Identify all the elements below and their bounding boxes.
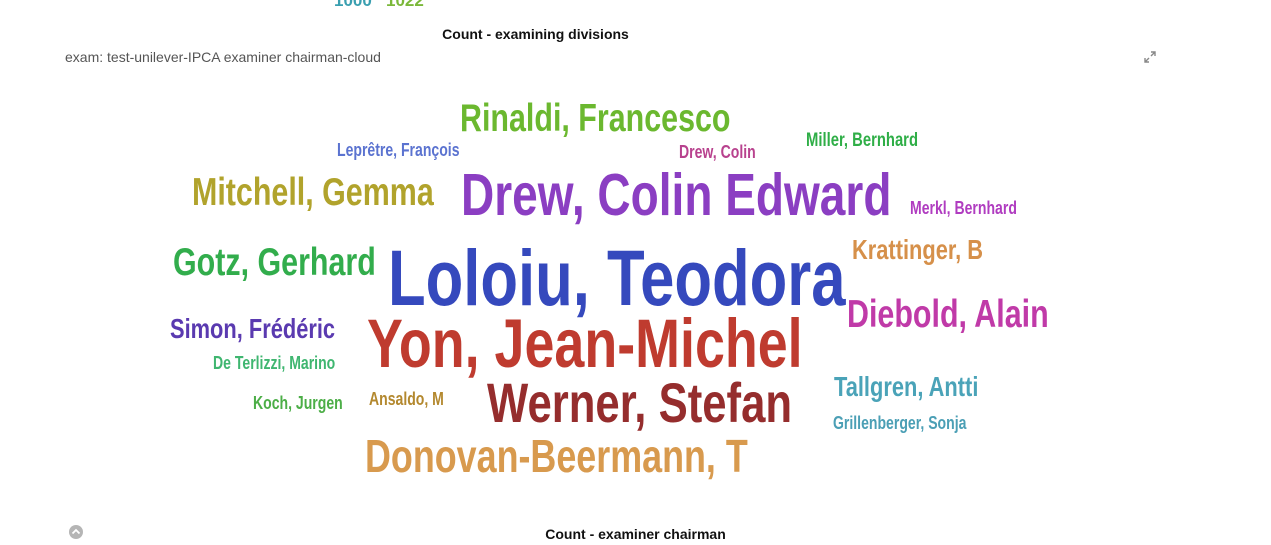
- cloud-word: De Terlizzi, Marino: [213, 353, 336, 373]
- cloud-word: Ansaldo, M: [369, 389, 444, 409]
- cloud-word: Leprêtre, François: [337, 140, 460, 160]
- cloud-word: Merkl, Bernhard: [910, 198, 1017, 218]
- cloud-word: Grillenberger, Sonja: [833, 413, 967, 433]
- cloud-word: Donovan-Beermann, T: [365, 430, 748, 482]
- chart-caption: Count - examiner chairman: [545, 526, 726, 542]
- cloud-word: Yon, Jean-Michel: [367, 305, 803, 382]
- cloud-word: Koch, Jurgen: [253, 393, 343, 413]
- prev-cloud-word: 1022: [386, 0, 424, 10]
- expand-arrows-icon[interactable]: [1143, 50, 1157, 64]
- cloud-word: Werner, Stefan: [487, 371, 793, 434]
- cloud-word: Simon, Frédéric: [170, 313, 336, 344]
- cloud-word: Drew, Colin: [679, 142, 756, 162]
- cloud-word: Gotz, Gerhard: [173, 241, 376, 284]
- cloud-word: Drew, Colin Edward: [461, 162, 892, 228]
- prev-cloud-word: 1000: [334, 0, 372, 10]
- cloud-word: Loloiu, Teodora: [388, 233, 846, 322]
- prev-chart-caption: Count - examining divisions: [442, 26, 629, 42]
- chevron-up-circle-icon[interactable]: [68, 524, 84, 540]
- cloud-word: Diebold, Alain: [847, 293, 1049, 336]
- cloud-word: Tallgren, Antti: [834, 371, 979, 402]
- cloud-word: Miller, Bernhard: [806, 130, 919, 151]
- cloud-word: Rinaldi, Francesco: [460, 97, 731, 140]
- panel-title: exam: test-unilever-IPCA examiner chairm…: [65, 49, 381, 65]
- cloud-word: Krattinger, B: [852, 234, 984, 265]
- cloud-word: Mitchell, Gemma: [192, 171, 434, 214]
